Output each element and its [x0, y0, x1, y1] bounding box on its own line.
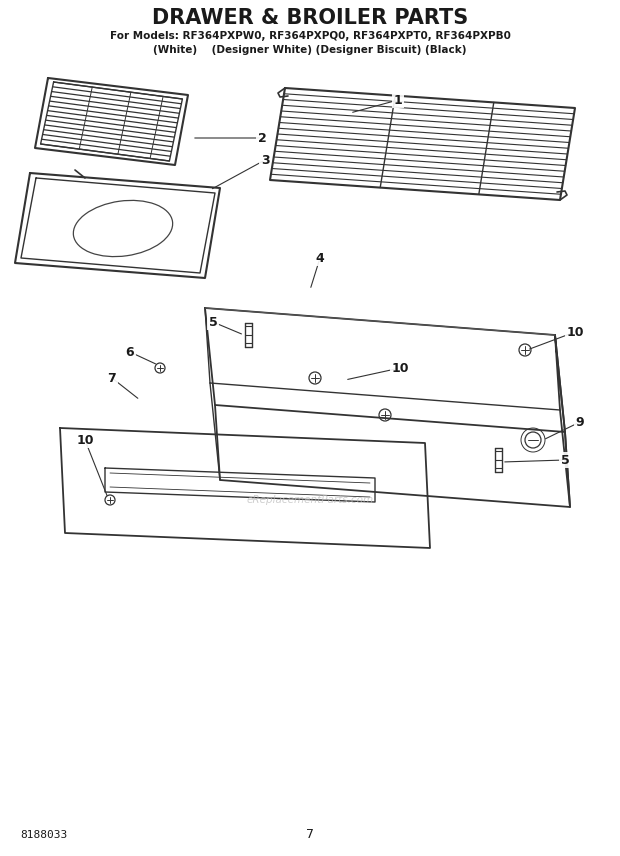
Text: 10: 10 — [76, 433, 94, 447]
Text: (White)    (Designer White) (Designer Biscuit) (Black): (White) (Designer White) (Designer Biscu… — [153, 45, 467, 55]
Text: For Models: RF364PXPW0, RF364PXPQ0, RF364PXPT0, RF364PXPB0: For Models: RF364PXPW0, RF364PXPQ0, RF36… — [110, 31, 510, 41]
Text: 6: 6 — [126, 346, 135, 359]
Text: 4: 4 — [316, 252, 324, 265]
Text: 5: 5 — [208, 316, 218, 329]
Text: 9: 9 — [576, 415, 584, 429]
Text: 10: 10 — [391, 361, 409, 375]
Text: 2: 2 — [258, 132, 267, 145]
Text: DRAWER & BROILER PARTS: DRAWER & BROILER PARTS — [152, 8, 468, 28]
Text: 10: 10 — [566, 325, 584, 338]
Text: 7: 7 — [306, 829, 314, 841]
Text: 3: 3 — [260, 153, 269, 167]
Text: 1: 1 — [394, 93, 402, 106]
Text: 7: 7 — [108, 372, 117, 384]
Text: 5: 5 — [560, 454, 569, 467]
Text: 8188033: 8188033 — [20, 830, 67, 840]
Text: eReplacementParts.com: eReplacementParts.com — [246, 495, 374, 505]
